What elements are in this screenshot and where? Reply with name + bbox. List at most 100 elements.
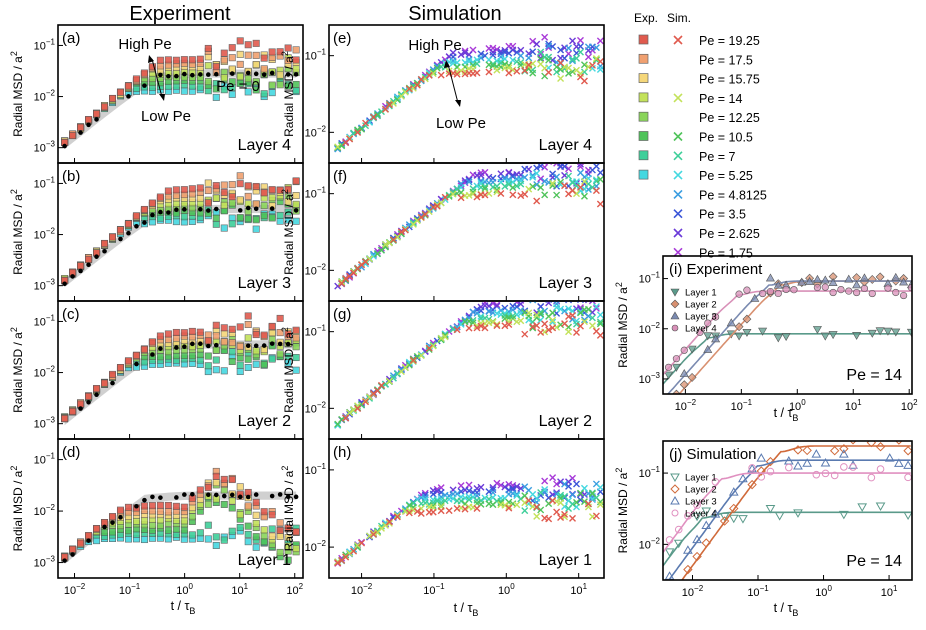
exp-marker [244, 522, 252, 530]
panel-c: 10−3 10−2 10−1 Radial MSD / a2 (c) Layer 2 [9, 300, 304, 440]
sim-marker [576, 48, 584, 56]
sim-marker [592, 44, 600, 52]
sim-marker [525, 309, 533, 317]
sim-marker [545, 301, 553, 307]
sim-marker [596, 37, 604, 45]
exp-marker [85, 392, 93, 400]
exp-marker [260, 361, 268, 369]
sim-marker [417, 75, 425, 83]
sim-marker [517, 192, 525, 200]
exp-marker [260, 212, 268, 220]
legend-label: Pe = 1.75 [699, 246, 753, 260]
x-tick-label: 10−2 [64, 582, 86, 597]
sim-marker [545, 515, 553, 523]
exp-marker [236, 523, 244, 531]
pe-zero-marker [190, 72, 195, 78]
exp-marker [236, 73, 244, 81]
pe-zero-marker [245, 70, 251, 76]
inset-marker [729, 503, 739, 514]
sim-marker [517, 175, 525, 183]
y-tick-label: 10−1 [305, 324, 327, 339]
exp-marker [252, 39, 260, 47]
sim-marker [461, 68, 469, 76]
sim-marker [553, 303, 561, 311]
exp-marker [101, 239, 109, 247]
exp-marker [132, 75, 140, 83]
exp-marker [220, 324, 228, 332]
exp-marker [204, 483, 212, 491]
exp-marker [140, 536, 148, 544]
exp-marker [284, 216, 292, 224]
sim-marker [537, 163, 545, 170]
arrow-shaft [151, 58, 163, 98]
exp-marker [236, 361, 244, 369]
exp-marker [140, 69, 148, 77]
exp-marker [124, 220, 132, 228]
exp-marker [268, 89, 276, 97]
sim-marker [549, 324, 557, 332]
y-axis-label: Radial MSD / a2 [614, 468, 630, 554]
y-tick-label: 10−1 [639, 271, 661, 286]
exp-marker [196, 486, 204, 494]
sim-marker [592, 187, 600, 195]
sim-marker [557, 74, 565, 82]
sim-marker [373, 111, 381, 119]
exp-marker [252, 78, 260, 86]
legend-exp-marker [638, 169, 649, 180]
sim-marker [565, 69, 573, 77]
y-tick-label: 10−3 [639, 371, 661, 386]
panel-f: 10−2 10−1 Radial MSD / a2 (f) Layer 3 [280, 162, 605, 302]
sim-marker [457, 320, 465, 328]
exp-marker [188, 185, 196, 193]
exp-marker [268, 81, 276, 89]
inset-legend-label: Layer 4 [685, 324, 717, 335]
exp-marker [284, 185, 292, 193]
exp-marker [172, 502, 180, 510]
sim-marker [429, 490, 437, 498]
sim-marker [533, 181, 541, 189]
exp-marker [69, 132, 77, 140]
inset-marker [853, 288, 861, 297]
inset-marker [895, 441, 903, 445]
sim-marker [505, 321, 513, 329]
sim-marker [521, 499, 529, 507]
sim-marker [565, 482, 573, 490]
sim-marker [565, 313, 573, 321]
exp-marker [228, 527, 236, 535]
x-tick-label: 102 [286, 582, 303, 597]
inset-marker [894, 458, 904, 467]
sim-marker [417, 352, 425, 360]
exp-marker [212, 541, 220, 549]
sim-marker [354, 127, 362, 135]
sim-marker [565, 328, 573, 336]
exp-marker [212, 356, 220, 364]
sim-marker [533, 503, 541, 511]
layer-label: Layer 1 [539, 552, 592, 569]
exp-marker [252, 51, 260, 59]
exp-marker [292, 192, 300, 200]
inset-marker [756, 466, 766, 476]
sim-marker [385, 519, 393, 527]
x-tick-label: 101 [881, 584, 898, 599]
sim-marker [445, 507, 453, 515]
pe-zero-marker [62, 558, 67, 563]
sim-marker [429, 203, 437, 211]
exp-marker [93, 385, 101, 393]
sim-marker [389, 99, 397, 107]
sim-marker [505, 49, 513, 57]
inset-marker [782, 285, 790, 294]
sim-marker [362, 398, 370, 406]
sim-marker [558, 294, 564, 300]
sim-marker [533, 164, 541, 172]
pe-zero-marker [110, 520, 115, 525]
pe-zero-marker [285, 341, 291, 347]
sim-marker [521, 507, 529, 515]
exp-marker [284, 533, 292, 541]
sim-marker [565, 172, 573, 180]
pe-zero-marker [94, 117, 99, 122]
exp-marker [228, 44, 236, 52]
exp-marker [284, 198, 292, 206]
sim-marker [553, 68, 561, 76]
inset-marker [839, 444, 849, 454]
x-tick-label: 100 [789, 398, 806, 413]
